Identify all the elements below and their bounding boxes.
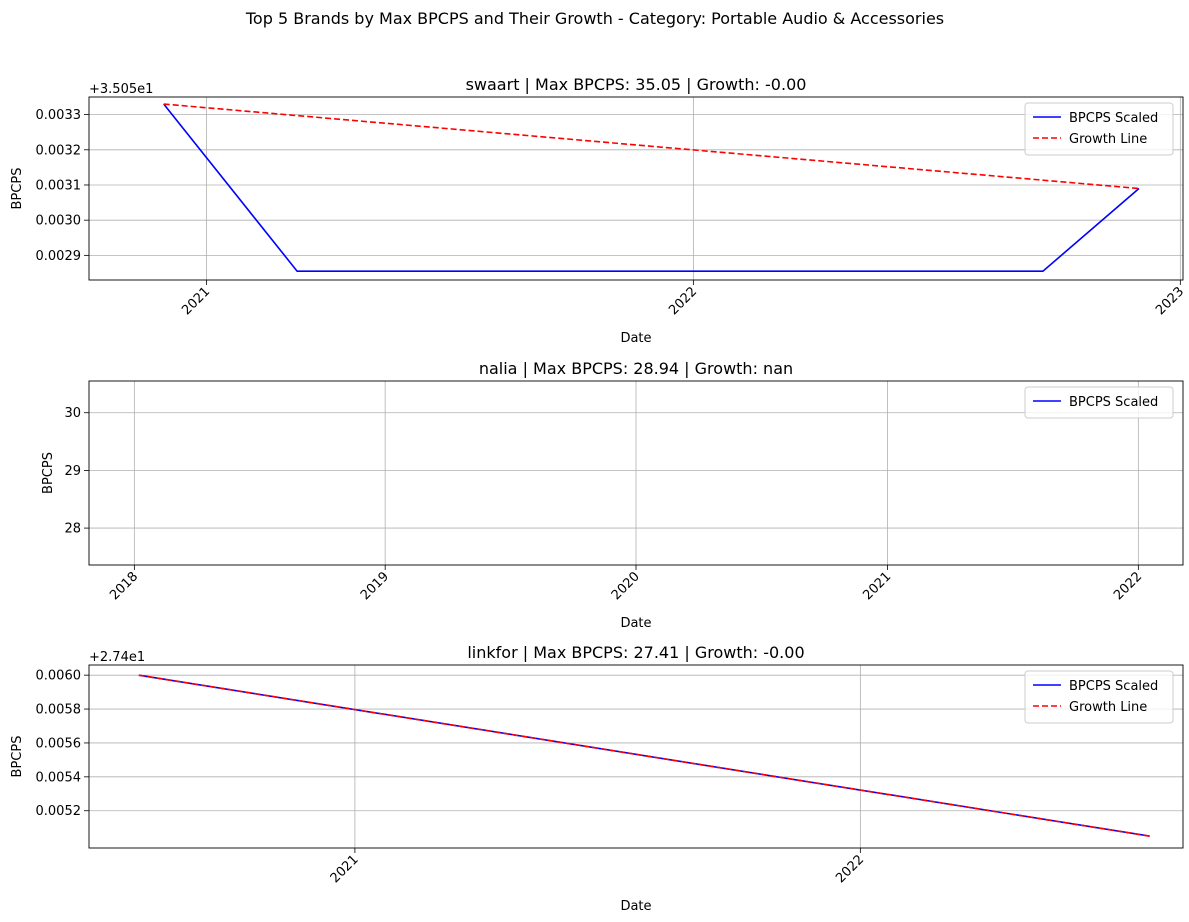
legend-box bbox=[1024, 102, 1174, 156]
x-axis-label: Date bbox=[620, 899, 651, 914]
y-tick-label: 0.0060 bbox=[36, 669, 82, 684]
x-axis-label: Date bbox=[620, 331, 651, 346]
subplot-title: swaart | Max BPCPS: 35.05 | Growth: -0.0… bbox=[466, 75, 807, 94]
y-tick-label: 0.0033 bbox=[36, 108, 82, 123]
y-tick-label: 29 bbox=[64, 464, 81, 479]
y-tick-label: 0.0058 bbox=[36, 703, 82, 718]
legend-label: Growth Line bbox=[1069, 700, 1147, 715]
series-line-growth-line bbox=[163, 103, 1140, 190]
subplot-title: linkfor | Max BPCPS: 27.41 | Growth: -0.… bbox=[467, 643, 804, 662]
figure-title: Top 5 Brands by Max BPCPS and Their Grow… bbox=[245, 9, 944, 28]
legend-label: BPCPS Scaled bbox=[1069, 679, 1158, 694]
axes-frame bbox=[88, 96, 1184, 281]
legend-box bbox=[1024, 386, 1174, 419]
y-tick-label: 0.0030 bbox=[36, 214, 82, 229]
subplot-title: nalia | Max BPCPS: 28.94 | Growth: nan bbox=[479, 359, 793, 378]
y-tick-label: 0.0031 bbox=[36, 178, 82, 193]
x-axis-label: Date bbox=[620, 616, 651, 631]
y-tick-label: 30 bbox=[64, 406, 81, 421]
y-axis-label: BPCPS bbox=[10, 168, 25, 210]
y-offset-label: +3.505e1 bbox=[89, 82, 153, 97]
axes-frame bbox=[88, 664, 1184, 849]
y-tick-label: 0.0056 bbox=[36, 736, 82, 751]
legend: BPCPS Scaled bbox=[1024, 386, 1174, 419]
axes-frame bbox=[88, 380, 1184, 566]
y-axis-label: BPCPS bbox=[41, 452, 56, 494]
legend-label: BPCPS Scaled bbox=[1069, 395, 1158, 410]
y-axis-label: BPCPS bbox=[10, 736, 25, 778]
series-line-bpcps-scaled bbox=[163, 103, 1140, 273]
y-offset-label: +2.74e1 bbox=[89, 650, 145, 665]
legend: BPCPS Scaled Growth Line bbox=[1024, 102, 1174, 156]
y-tick-label: 0.0054 bbox=[36, 770, 82, 785]
legend: BPCPS Scaled Growth Line bbox=[1024, 670, 1174, 724]
series-line-bpcps-scaled bbox=[138, 674, 1150, 837]
y-tick-label: 0.0029 bbox=[36, 249, 82, 264]
y-tick-label: 0.0032 bbox=[36, 143, 82, 158]
legend-label: Growth Line bbox=[1069, 132, 1147, 147]
y-tick-label: 0.0052 bbox=[36, 804, 82, 819]
y-tick-label: 28 bbox=[64, 522, 81, 537]
legend-box bbox=[1024, 670, 1174, 724]
legend-label: BPCPS Scaled bbox=[1069, 111, 1158, 126]
subplot-3: 2021 20220.00520.00540.00560.00580.0060li… bbox=[10, 643, 1184, 914]
